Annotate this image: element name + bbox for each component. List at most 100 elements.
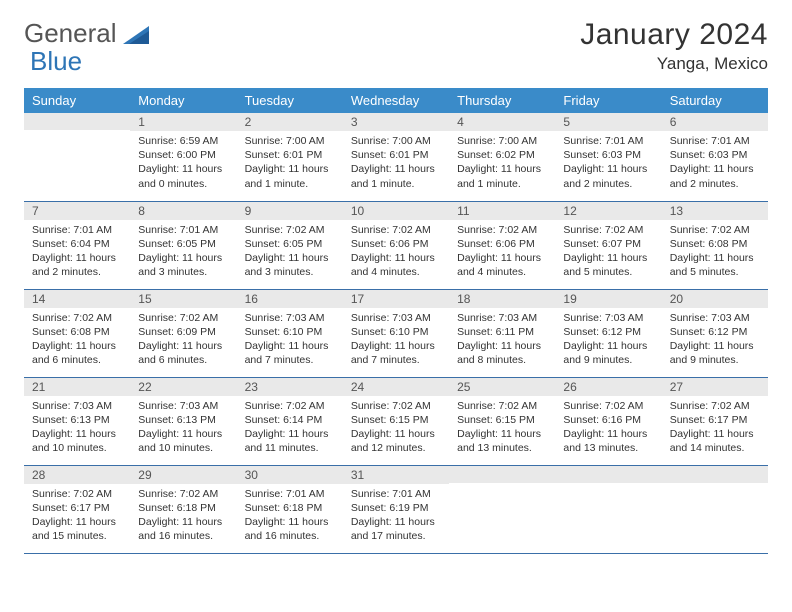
daylight-text: Daylight: 11 hours and 3 minutes. (138, 251, 228, 279)
calendar-body: 1Sunrise: 6:59 AMSunset: 6:00 PMDaylight… (24, 113, 768, 553)
sunset-text: Sunset: 6:05 PM (138, 237, 228, 251)
daylight-text: Daylight: 11 hours and 9 minutes. (670, 339, 760, 367)
day-details: Sunrise: 7:02 AMSunset: 6:09 PMDaylight:… (130, 308, 236, 372)
sunset-text: Sunset: 6:01 PM (351, 148, 441, 162)
daylight-text: Daylight: 11 hours and 15 minutes. (32, 515, 122, 543)
day-header: Saturday (662, 88, 768, 113)
day-number: 20 (662, 290, 768, 308)
sunrise-text: Sunrise: 7:02 AM (670, 399, 760, 413)
day-number: 6 (662, 113, 768, 131)
sunset-text: Sunset: 6:15 PM (351, 413, 441, 427)
day-number: 4 (449, 113, 555, 131)
calendar-day-cell: 25Sunrise: 7:02 AMSunset: 6:15 PMDayligh… (449, 377, 555, 465)
day-number: 23 (237, 378, 343, 396)
day-number: 10 (343, 202, 449, 220)
sunset-text: Sunset: 6:11 PM (457, 325, 547, 339)
sunset-text: Sunset: 6:17 PM (670, 413, 760, 427)
sunset-text: Sunset: 6:16 PM (563, 413, 653, 427)
day-details (24, 130, 130, 190)
calendar-day-cell: 1Sunrise: 6:59 AMSunset: 6:00 PMDaylight… (130, 113, 236, 201)
sunrise-text: Sunrise: 7:01 AM (138, 223, 228, 237)
daylight-text: Daylight: 11 hours and 6 minutes. (138, 339, 228, 367)
day-number: 12 (555, 202, 661, 220)
day-details: Sunrise: 7:03 AMSunset: 6:12 PMDaylight:… (662, 308, 768, 372)
day-header: Sunday (24, 88, 130, 113)
sunrise-text: Sunrise: 6:59 AM (138, 134, 228, 148)
calendar-day-cell: 31Sunrise: 7:01 AMSunset: 6:19 PMDayligh… (343, 465, 449, 553)
day-number: 24 (343, 378, 449, 396)
calendar-day-cell: 30Sunrise: 7:01 AMSunset: 6:18 PMDayligh… (237, 465, 343, 553)
daylight-text: Daylight: 11 hours and 1 minute. (457, 162, 547, 190)
day-number: 22 (130, 378, 236, 396)
day-details (662, 483, 768, 543)
sunset-text: Sunset: 6:03 PM (670, 148, 760, 162)
day-details: Sunrise: 7:03 AMSunset: 6:11 PMDaylight:… (449, 308, 555, 372)
day-details: Sunrise: 7:01 AMSunset: 6:04 PMDaylight:… (24, 220, 130, 284)
sunset-text: Sunset: 6:07 PM (563, 237, 653, 251)
sunset-text: Sunset: 6:13 PM (32, 413, 122, 427)
sunrise-text: Sunrise: 7:02 AM (563, 399, 653, 413)
sunset-text: Sunset: 6:05 PM (245, 237, 335, 251)
day-details (555, 483, 661, 543)
day-details: Sunrise: 7:02 AMSunset: 6:18 PMDaylight:… (130, 484, 236, 548)
day-number: 16 (237, 290, 343, 308)
day-number (555, 466, 661, 483)
sunrise-text: Sunrise: 7:01 AM (563, 134, 653, 148)
sunrise-text: Sunrise: 7:02 AM (245, 399, 335, 413)
day-header: Friday (555, 88, 661, 113)
calendar-day-cell: 14Sunrise: 7:02 AMSunset: 6:08 PMDayligh… (24, 289, 130, 377)
sunset-text: Sunset: 6:01 PM (245, 148, 335, 162)
page-header: General January 2024 Yanga, Mexico (24, 18, 768, 74)
day-details: Sunrise: 7:01 AMSunset: 6:03 PMDaylight:… (662, 131, 768, 195)
day-header: Monday (130, 88, 236, 113)
sunset-text: Sunset: 6:08 PM (32, 325, 122, 339)
day-details: Sunrise: 7:01 AMSunset: 6:18 PMDaylight:… (237, 484, 343, 548)
day-details: Sunrise: 7:02 AMSunset: 6:08 PMDaylight:… (662, 220, 768, 284)
day-number: 25 (449, 378, 555, 396)
day-header: Thursday (449, 88, 555, 113)
calendar-header-row: Sunday Monday Tuesday Wednesday Thursday… (24, 88, 768, 113)
calendar-day-cell: 15Sunrise: 7:02 AMSunset: 6:09 PMDayligh… (130, 289, 236, 377)
sunrise-text: Sunrise: 7:02 AM (457, 399, 547, 413)
sunrise-text: Sunrise: 7:02 AM (457, 223, 547, 237)
day-number: 17 (343, 290, 449, 308)
day-number: 1 (130, 113, 236, 131)
daylight-text: Daylight: 11 hours and 2 minutes. (670, 162, 760, 190)
sunrise-text: Sunrise: 7:03 AM (670, 311, 760, 325)
calendar-day-cell (24, 113, 130, 201)
day-details: Sunrise: 7:03 AMSunset: 6:10 PMDaylight:… (343, 308, 449, 372)
daylight-text: Daylight: 11 hours and 4 minutes. (457, 251, 547, 279)
day-number: 19 (555, 290, 661, 308)
day-number: 3 (343, 113, 449, 131)
sunset-text: Sunset: 6:19 PM (351, 501, 441, 515)
sunset-text: Sunset: 6:06 PM (351, 237, 441, 251)
sunrise-text: Sunrise: 7:02 AM (32, 487, 122, 501)
day-header: Wednesday (343, 88, 449, 113)
day-details: Sunrise: 7:03 AMSunset: 6:13 PMDaylight:… (130, 396, 236, 460)
sunset-text: Sunset: 6:12 PM (670, 325, 760, 339)
day-number: 5 (555, 113, 661, 131)
day-number: 28 (24, 466, 130, 484)
calendar-day-cell: 26Sunrise: 7:02 AMSunset: 6:16 PMDayligh… (555, 377, 661, 465)
day-details: Sunrise: 7:01 AMSunset: 6:19 PMDaylight:… (343, 484, 449, 548)
daylight-text: Daylight: 11 hours and 3 minutes. (245, 251, 335, 279)
calendar-table: Sunday Monday Tuesday Wednesday Thursday… (24, 88, 768, 554)
calendar-day-cell: 11Sunrise: 7:02 AMSunset: 6:06 PMDayligh… (449, 201, 555, 289)
day-number: 9 (237, 202, 343, 220)
day-number: 8 (130, 202, 236, 220)
sunset-text: Sunset: 6:09 PM (138, 325, 228, 339)
daylight-text: Daylight: 11 hours and 1 minute. (351, 162, 441, 190)
sunset-text: Sunset: 6:10 PM (351, 325, 441, 339)
daylight-text: Daylight: 11 hours and 11 minutes. (245, 427, 335, 455)
calendar-day-cell: 3Sunrise: 7:00 AMSunset: 6:01 PMDaylight… (343, 113, 449, 201)
calendar-day-cell: 19Sunrise: 7:03 AMSunset: 6:12 PMDayligh… (555, 289, 661, 377)
calendar-day-cell: 10Sunrise: 7:02 AMSunset: 6:06 PMDayligh… (343, 201, 449, 289)
sunrise-text: Sunrise: 7:02 AM (351, 223, 441, 237)
daylight-text: Daylight: 11 hours and 16 minutes. (138, 515, 228, 543)
calendar-day-cell: 24Sunrise: 7:02 AMSunset: 6:15 PMDayligh… (343, 377, 449, 465)
daylight-text: Daylight: 11 hours and 7 minutes. (245, 339, 335, 367)
calendar-week-row: 21Sunrise: 7:03 AMSunset: 6:13 PMDayligh… (24, 377, 768, 465)
day-details: Sunrise: 7:02 AMSunset: 6:17 PMDaylight:… (24, 484, 130, 548)
sunrise-text: Sunrise: 7:02 AM (138, 311, 228, 325)
sunset-text: Sunset: 6:13 PM (138, 413, 228, 427)
